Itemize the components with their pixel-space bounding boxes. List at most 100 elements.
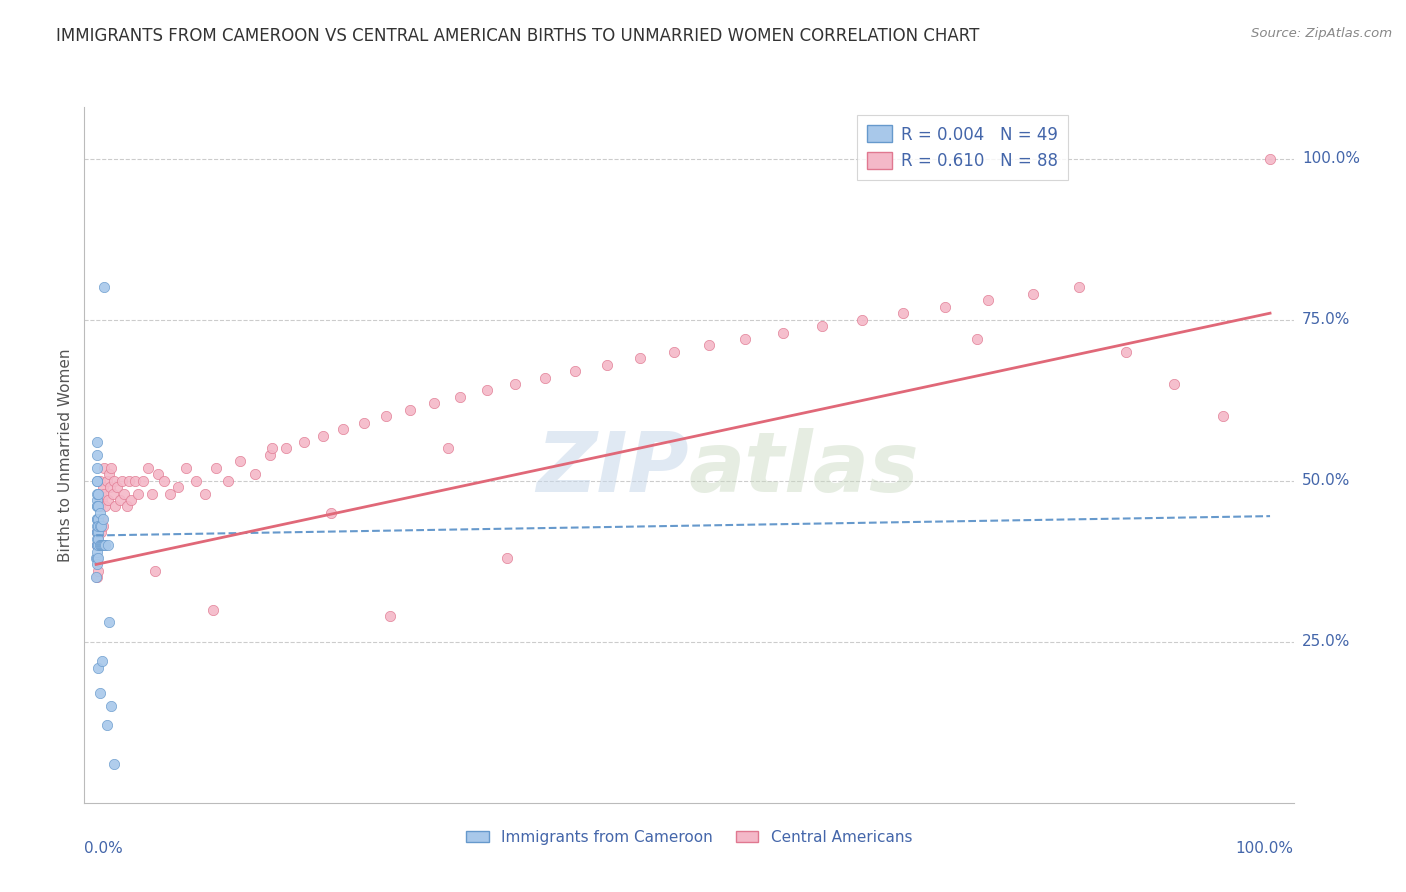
Point: [205, 460, 228, 475]
Legend: Immigrants from Cameroon, Central Americans: Immigrants from Cameroon, Central Americ…: [460, 823, 918, 851]
Point: [93, 538, 115, 552]
Point: [259, 448, 281, 462]
Point: [628, 351, 651, 366]
Point: [86, 486, 108, 500]
Text: 100.0%: 100.0%: [1302, 151, 1360, 166]
Point: [503, 377, 526, 392]
Point: [1022, 286, 1045, 301]
Point: [87, 660, 110, 674]
Point: [378, 609, 401, 624]
Point: [89, 518, 111, 533]
Point: [89, 686, 111, 700]
Point: [91, 493, 114, 508]
Point: [86, 538, 108, 552]
Point: [891, 306, 914, 320]
Point: [86, 518, 108, 533]
Point: [91, 512, 114, 526]
Text: 50.0%: 50.0%: [1302, 473, 1350, 488]
Point: [596, 358, 619, 372]
Point: [108, 493, 131, 508]
Point: [120, 493, 142, 508]
Point: [86, 538, 108, 552]
Point: [86, 532, 108, 546]
Point: [533, 370, 555, 384]
Point: [87, 532, 110, 546]
Point: [86, 570, 108, 584]
Point: [86, 500, 108, 514]
Point: [93, 486, 115, 500]
Point: [97, 538, 120, 552]
Point: [934, 300, 956, 314]
Point: [98, 467, 121, 482]
Point: [496, 551, 519, 566]
Text: 0.0%: 0.0%: [84, 841, 124, 856]
Point: [98, 615, 121, 630]
Point: [87, 538, 110, 552]
Point: [153, 474, 176, 488]
Point: [772, 326, 794, 340]
Point: [353, 416, 375, 430]
Point: [132, 474, 155, 488]
Point: [103, 757, 125, 772]
Point: [87, 525, 110, 540]
Point: [86, 551, 108, 566]
Point: [90, 538, 112, 552]
Point: [87, 532, 110, 546]
Point: [217, 474, 239, 488]
Point: [84, 570, 107, 584]
Point: [103, 474, 125, 488]
Point: [96, 718, 118, 732]
Point: [86, 525, 108, 540]
Point: [475, 384, 498, 398]
Point: [89, 474, 111, 488]
Text: IMMIGRANTS FROM CAMEROON VS CENTRAL AMERICAN BIRTHS TO UNMARRIED WOMEN CORRELATI: IMMIGRANTS FROM CAMEROON VS CENTRAL AMER…: [56, 27, 980, 45]
Point: [87, 564, 110, 578]
Point: [851, 312, 873, 326]
Point: [810, 319, 832, 334]
Point: [91, 480, 114, 494]
Point: [89, 512, 111, 526]
Point: [86, 493, 108, 508]
Point: [100, 460, 122, 475]
Point: [262, 442, 284, 456]
Point: [1115, 344, 1137, 359]
Point: [89, 538, 111, 552]
Point: [87, 500, 110, 514]
Point: [1163, 377, 1185, 392]
Point: [332, 422, 354, 436]
Point: [86, 525, 108, 540]
Point: [202, 602, 225, 616]
Point: [734, 332, 756, 346]
Point: [90, 525, 112, 540]
Point: [176, 460, 198, 475]
Point: [90, 518, 112, 533]
Point: [96, 474, 118, 488]
Point: [437, 442, 460, 456]
Point: [86, 448, 108, 462]
Point: [124, 474, 146, 488]
Point: [375, 409, 398, 424]
Text: 25.0%: 25.0%: [1302, 634, 1350, 649]
Text: 100.0%: 100.0%: [1236, 841, 1294, 856]
Point: [93, 280, 115, 294]
Point: [94, 500, 117, 514]
Point: [98, 480, 121, 494]
Text: 75.0%: 75.0%: [1302, 312, 1350, 327]
Point: [100, 699, 122, 714]
Point: [311, 428, 333, 442]
Point: [319, 506, 342, 520]
Point: [292, 435, 315, 450]
Point: [91, 518, 114, 533]
Point: [112, 486, 135, 500]
Point: [89, 500, 111, 514]
Point: [93, 460, 115, 475]
Point: [86, 525, 108, 540]
Point: [86, 538, 108, 552]
Point: [91, 538, 114, 552]
Point: [86, 512, 108, 526]
Point: [86, 551, 108, 566]
Point: [1067, 280, 1090, 294]
Point: [87, 551, 110, 566]
Point: [136, 460, 159, 475]
Text: ZIP: ZIP: [536, 428, 689, 509]
